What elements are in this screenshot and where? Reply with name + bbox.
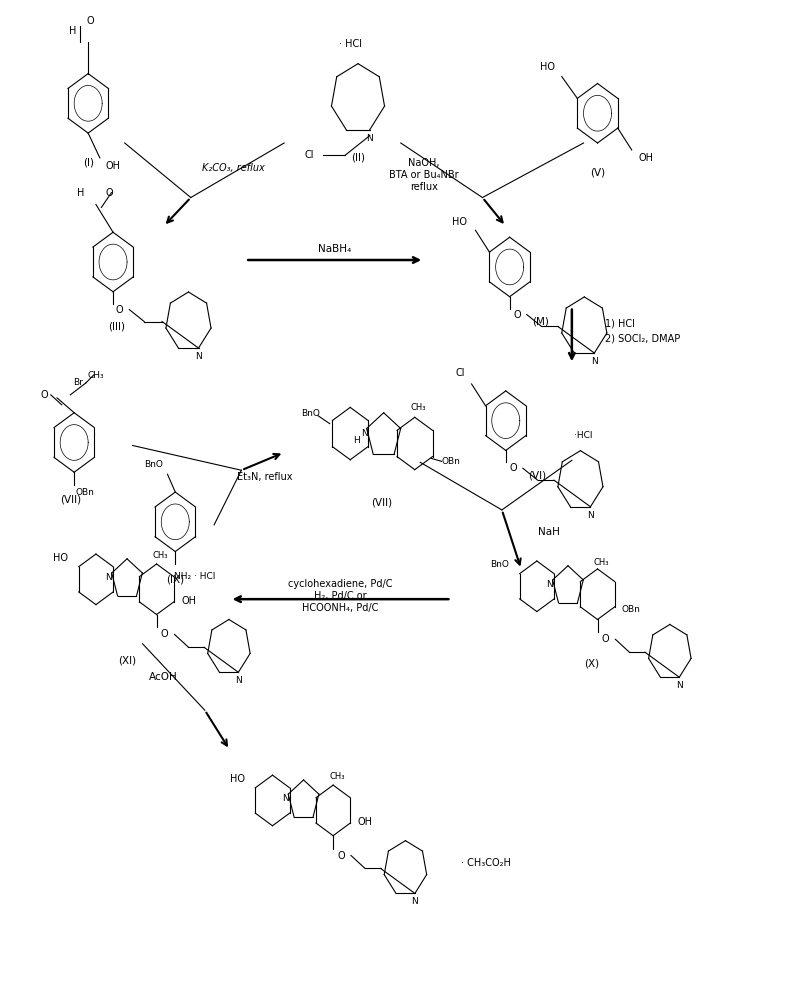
Text: BnO: BnO	[144, 460, 163, 469]
Text: OBn: OBn	[442, 457, 461, 466]
Text: N: N	[591, 357, 597, 366]
Text: (X): (X)	[584, 659, 599, 669]
Text: NH₂ · HCl: NH₂ · HCl	[174, 572, 215, 581]
Text: (II): (II)	[351, 153, 365, 163]
Text: N: N	[546, 580, 553, 589]
Text: H: H	[353, 436, 360, 445]
Text: O: O	[513, 310, 521, 320]
Text: Cl: Cl	[304, 150, 314, 160]
Text: AcOH: AcOH	[149, 672, 178, 682]
Text: BnO: BnO	[490, 560, 509, 569]
Text: CH₃: CH₃	[152, 551, 168, 560]
Text: (V): (V)	[590, 168, 605, 178]
Text: 1) HCl: 1) HCl	[605, 318, 635, 328]
Text: N: N	[676, 681, 683, 690]
Text: N: N	[235, 676, 242, 685]
Text: OBn: OBn	[75, 488, 94, 497]
Text: HO: HO	[230, 774, 244, 784]
Text: Br: Br	[73, 378, 83, 387]
Text: N: N	[195, 352, 202, 361]
Text: NaBH₄: NaBH₄	[318, 244, 351, 254]
Text: (VII): (VII)	[60, 495, 81, 505]
Text: N: N	[105, 573, 112, 582]
Text: O: O	[41, 390, 49, 400]
Text: CH₃: CH₃	[411, 403, 427, 412]
Text: CH₃: CH₃	[87, 371, 105, 380]
Text: OH: OH	[105, 161, 120, 171]
Text: O: O	[105, 188, 113, 198]
Text: · HCl: · HCl	[339, 39, 362, 49]
Text: H: H	[77, 188, 84, 198]
Text: OH: OH	[638, 153, 653, 163]
Text: OBn: OBn	[622, 605, 641, 614]
Text: O: O	[510, 463, 517, 473]
Text: O: O	[86, 16, 94, 26]
Text: BTA or Bu₄NBr: BTA or Bu₄NBr	[389, 170, 459, 180]
Text: N: N	[366, 134, 373, 143]
Text: (VII): (VII)	[371, 498, 392, 508]
Text: OH: OH	[358, 817, 373, 827]
Text: (I): (I)	[83, 158, 94, 168]
Text: N: N	[281, 794, 288, 803]
Text: N: N	[361, 429, 368, 438]
Text: HO: HO	[453, 217, 468, 227]
Text: (IX): (IX)	[166, 574, 184, 584]
Text: (M): (M)	[532, 316, 549, 326]
Text: O: O	[601, 634, 609, 644]
Text: BnO: BnO	[301, 409, 320, 418]
Text: O: O	[160, 629, 168, 639]
Text: Cl: Cl	[455, 368, 465, 378]
Text: O: O	[337, 851, 345, 861]
Text: NaH: NaH	[538, 527, 560, 537]
Text: CH₃: CH₃	[329, 772, 344, 781]
Text: HO: HO	[53, 553, 68, 563]
Text: reflux: reflux	[410, 182, 438, 192]
Text: cyclohexadiene, Pd/C: cyclohexadiene, Pd/C	[288, 579, 392, 589]
Text: HO: HO	[540, 62, 555, 72]
Text: · CH₃CO₂H: · CH₃CO₂H	[461, 858, 510, 868]
Text: N: N	[587, 511, 594, 520]
Text: HCOONH₄, Pd/C: HCOONH₄, Pd/C	[302, 603, 378, 613]
Text: NaOH,: NaOH,	[409, 158, 440, 168]
Text: (VI): (VI)	[528, 470, 546, 480]
Text: N: N	[412, 897, 418, 906]
Text: 2) SOCl₂, DMAP: 2) SOCl₂, DMAP	[605, 333, 681, 343]
Text: O: O	[116, 305, 123, 315]
Text: K₂CO₃, reflux: K₂CO₃, reflux	[202, 163, 265, 173]
Text: (XI): (XI)	[118, 656, 136, 666]
Text: ·HCl: ·HCl	[574, 431, 592, 440]
Text: OH: OH	[182, 596, 196, 606]
Text: H: H	[69, 26, 76, 36]
Text: CH₃: CH₃	[593, 558, 609, 567]
Text: (III): (III)	[108, 321, 126, 331]
Text: H₂, Pd/C or: H₂, Pd/C or	[314, 591, 366, 601]
Text: Et₃N, reflux: Et₃N, reflux	[237, 472, 292, 482]
